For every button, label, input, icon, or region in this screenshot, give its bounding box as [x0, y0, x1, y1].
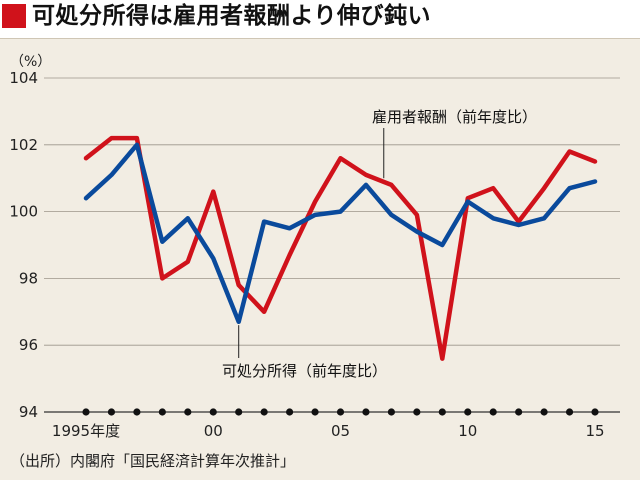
- x-tick-label: 00: [204, 422, 223, 440]
- x-year-dot: [260, 408, 268, 416]
- y-tick-label: 96: [19, 336, 38, 354]
- x-year-dot: [133, 408, 141, 416]
- series-line-disposable: [83, 142, 598, 325]
- y-tick-label: 104: [9, 69, 38, 87]
- x-year-dot: [184, 408, 192, 416]
- x-year-dot: [336, 408, 345, 416]
- x-tick-label: 15: [585, 422, 604, 440]
- x-year-dot: [362, 408, 370, 416]
- y-tick-label: 94: [19, 403, 38, 421]
- y-tick-label: 100: [9, 203, 38, 221]
- series-line-compensation: [83, 135, 598, 361]
- x-year-dot: [158, 408, 166, 416]
- x-year-dot: [591, 408, 599, 416]
- x-year-dot: [540, 408, 548, 416]
- x-year-dot: [565, 408, 574, 416]
- x-year-dot: [209, 408, 217, 416]
- x-year-dot: [82, 408, 90, 416]
- x-year-dot: [438, 408, 446, 416]
- y-axis-unit: （%）: [10, 54, 51, 70]
- x-tick-label: 05: [331, 422, 350, 440]
- x-year-dot: [515, 408, 523, 416]
- title-bar: 可処分所得は雇用者報酬より伸び鈍い: [0, 0, 640, 39]
- x-year-dot: [489, 408, 497, 416]
- x-year-dot: [286, 408, 294, 416]
- x-year-dot: [235, 408, 243, 416]
- y-tick-label: 98: [19, 269, 38, 287]
- y-tick-label: 102: [9, 136, 38, 154]
- chart-title: 可処分所得は雇用者報酬より伸び鈍い: [32, 3, 432, 29]
- x-year-dot: [107, 408, 116, 416]
- x-tick-label: 10: [458, 422, 477, 440]
- title-accent-square: [2, 4, 26, 28]
- x-year-dot: [311, 408, 319, 416]
- x-year-dot: [464, 408, 472, 416]
- x-tick-label: 1995年度: [52, 422, 120, 440]
- source-note: （出所）内閣府「国民経済計算年次推計」: [10, 452, 296, 470]
- x-year-dot: [413, 408, 421, 416]
- series-label-compensation: 雇用者報酬（前年度比）: [372, 108, 537, 126]
- x-year-dot: [387, 408, 395, 416]
- series-label-disposable: 可処分所得（前年度比）: [222, 362, 387, 380]
